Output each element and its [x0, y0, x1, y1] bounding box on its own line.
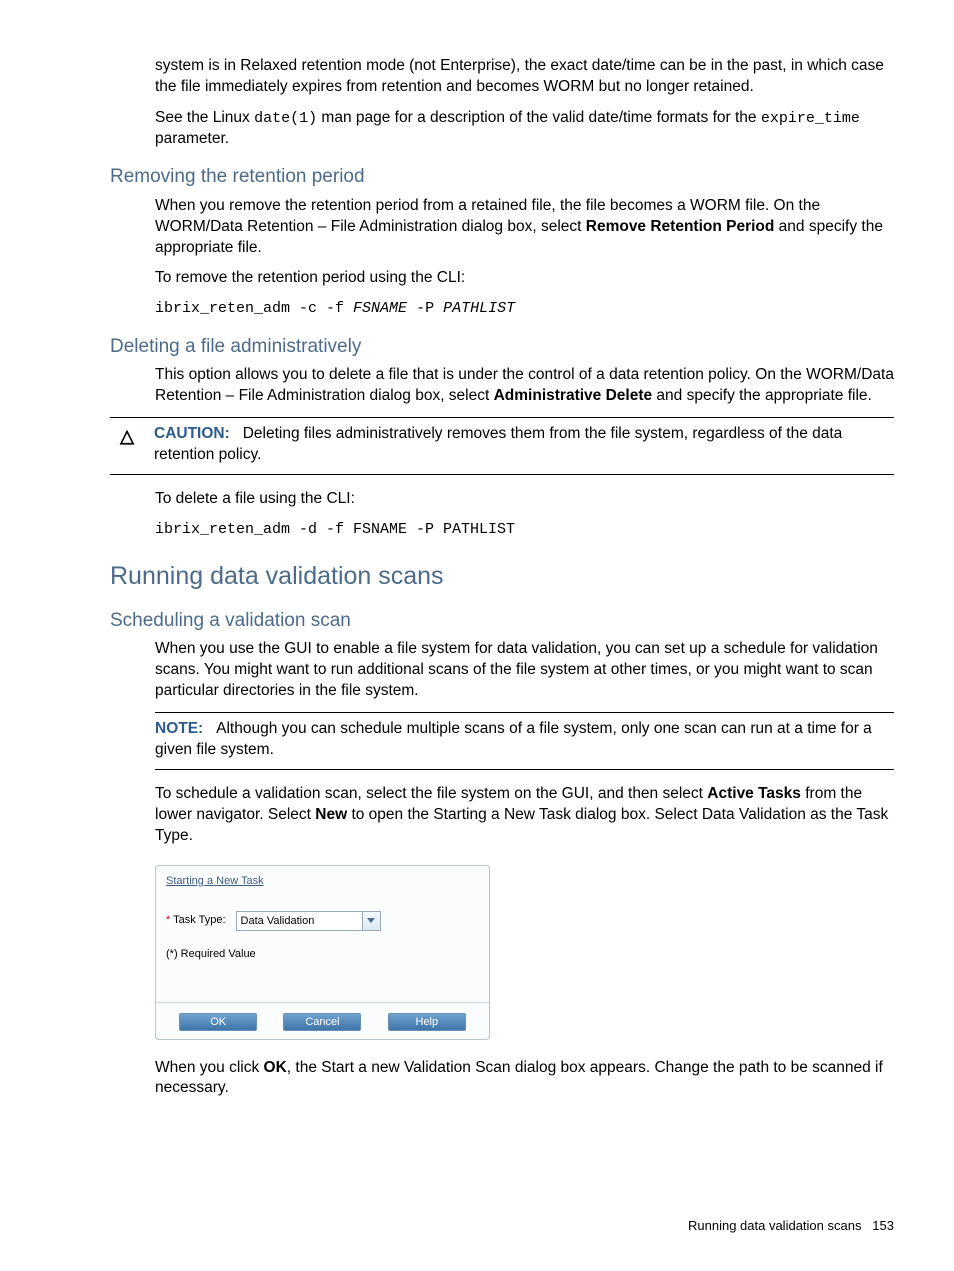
- heading-removing: Removing the retention period: [110, 164, 894, 190]
- removing-p2: To remove the retention period using the…: [155, 268, 894, 289]
- caution-icon: △: [110, 424, 144, 448]
- scheduling-p1: When you use the GUI to enable a file sy…: [155, 639, 894, 702]
- scheduling-p2bold2: New: [315, 806, 347, 823]
- deleting-p1bold: Administrative Delete: [494, 387, 653, 404]
- heading-running: Running data validation scans: [110, 560, 894, 594]
- cancel-button[interactable]: Cancel: [283, 1013, 361, 1031]
- note-body: Although you can schedule multiple scans…: [155, 720, 872, 758]
- footer-text: Running data validation scans: [688, 1218, 861, 1233]
- intro-p2: See the Linux date(1) man page for a des…: [155, 108, 894, 150]
- dialog-row-task-type: * Task Type: Data Validation: [166, 911, 479, 931]
- removing-cmd-i1: FSNAME: [353, 300, 407, 317]
- removing-block: When you remove the retention period fro…: [155, 196, 894, 320]
- caution-label: CAUTION:: [154, 425, 230, 442]
- removing-cmd-a: ibrix_reten_adm -c -f: [155, 300, 353, 317]
- removing-cmd-i2: PATHLIST: [443, 300, 515, 317]
- scheduling-p2: To schedule a validation scan, select th…: [155, 784, 894, 847]
- caution-text: CAUTION: Deleting files administratively…: [154, 424, 894, 466]
- after-p1a: When you click: [155, 1059, 264, 1076]
- required-value-note: (*) Required Value: [166, 947, 479, 962]
- heading-scheduling: Scheduling a validation scan: [110, 608, 894, 634]
- scheduling-p2a: To schedule a validation scan, select th…: [155, 785, 707, 802]
- caution-block: △ CAUTION: Deleting files administrative…: [110, 417, 894, 475]
- task-type-combo[interactable]: Data Validation: [236, 911, 381, 931]
- dialog-new-task: Starting a New Task * Task Type: Data Va…: [155, 865, 490, 1040]
- removing-cmd: ibrix_reten_adm -c -f FSNAME -P PATHLIST: [155, 299, 894, 319]
- dialog-title: Starting a New Task: [166, 874, 479, 889]
- chevron-down-icon[interactable]: [363, 911, 381, 931]
- deleting-block: This option allows you to delete a file …: [155, 365, 894, 407]
- footer-page: 153: [872, 1218, 894, 1233]
- deleting-p2: To delete a file using the CLI:: [155, 489, 894, 510]
- intro-p1: system is in Relaxed retention mode (not…: [155, 56, 894, 98]
- task-type-label: * Task Type:: [166, 913, 226, 928]
- deleting-cli-block: To delete a file using the CLI: ibrix_re…: [155, 489, 894, 540]
- intro-code1: date(1): [254, 110, 317, 127]
- intro-block: system is in Relaxed retention mode (not…: [155, 56, 894, 150]
- caution-body: Deleting files administratively removes …: [154, 425, 842, 463]
- intro-code2: expire_time: [761, 110, 860, 127]
- deleting-cmd: ibrix_reten_adm -d -f FSNAME -P PATHLIST: [155, 520, 894, 540]
- intro-p2b: man page for a description of the valid …: [317, 109, 761, 126]
- removing-p1: When you remove the retention period fro…: [155, 196, 894, 259]
- heading-deleting: Deleting a file administratively: [110, 334, 894, 360]
- dialog-button-row: OK Cancel Help: [156, 1002, 489, 1031]
- after-dialog-p1: When you click OK, the Start a new Valid…: [155, 1058, 894, 1100]
- intro-p2a: See the Linux: [155, 109, 254, 126]
- intro-p2c: parameter.: [155, 130, 229, 147]
- scheduling-p2bold1: Active Tasks: [707, 785, 801, 802]
- deleting-p1b: and specify the appropriate file.: [652, 387, 872, 404]
- help-button[interactable]: Help: [388, 1013, 466, 1031]
- required-asterisk: *: [166, 914, 170, 926]
- page: system is in Relaxed retention mode (not…: [0, 0, 954, 1271]
- scheduling-block: When you use the GUI to enable a file sy…: [155, 639, 894, 846]
- ok-button[interactable]: OK: [179, 1013, 257, 1031]
- deleting-p1: This option allows you to delete a file …: [155, 365, 894, 407]
- task-type-value[interactable]: Data Validation: [236, 911, 363, 931]
- task-type-label-text: Task Type:: [173, 914, 225, 926]
- after-dialog-block: When you click OK, the Start a new Valid…: [155, 1058, 894, 1100]
- note-block: NOTE: Although you can schedule multiple…: [155, 712, 894, 770]
- page-footer: Running data validation scans 153: [688, 1217, 894, 1235]
- after-p1bold: OK: [264, 1059, 287, 1076]
- removing-cmd-b: -P: [407, 300, 443, 317]
- note-label: NOTE:: [155, 720, 203, 737]
- removing-p1bold: Remove Retention Period: [586, 218, 775, 235]
